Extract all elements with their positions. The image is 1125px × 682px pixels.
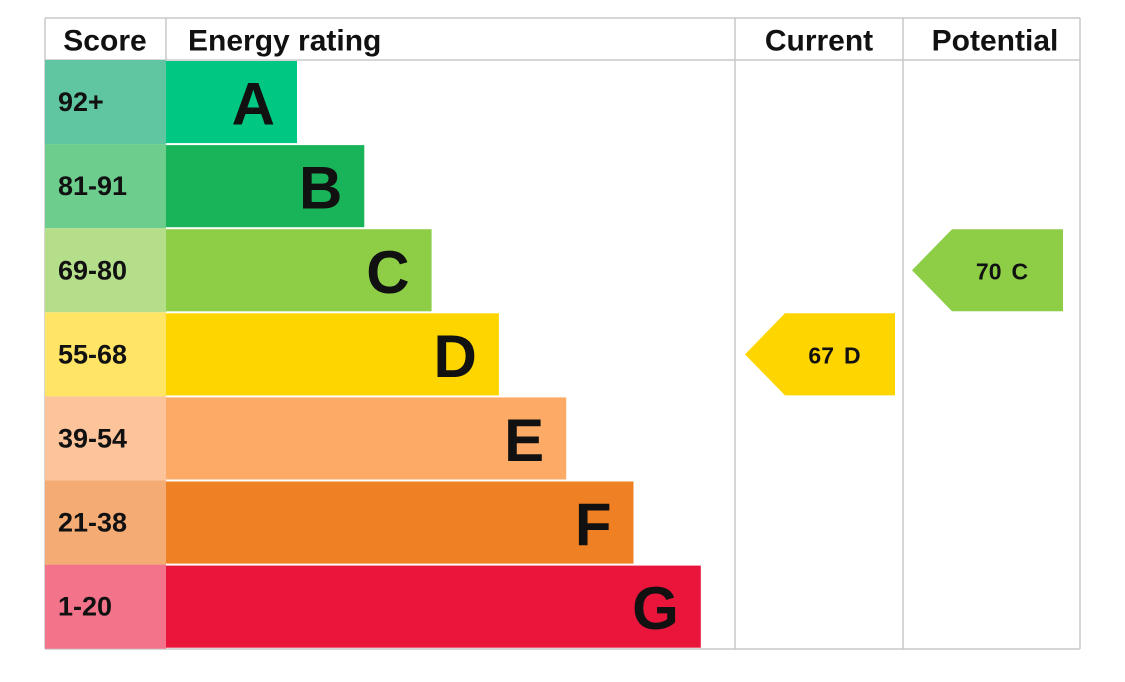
potential-rating: C bbox=[1012, 258, 1029, 284]
score-range: 92+ bbox=[58, 87, 104, 117]
rating-letter: E bbox=[504, 407, 544, 474]
rating-letter: C bbox=[366, 239, 409, 306]
rating-bar bbox=[166, 145, 365, 228]
score-cell bbox=[45, 564, 166, 649]
score-range: 55-68 bbox=[58, 339, 127, 369]
score-range: 81-91 bbox=[58, 171, 127, 201]
rating-bar bbox=[166, 565, 701, 648]
rating-letter: F bbox=[575, 491, 612, 558]
score-range: 21-38 bbox=[58, 508, 127, 538]
rating-bar bbox=[166, 313, 499, 396]
score-cell bbox=[45, 396, 166, 481]
potential-score: 70 bbox=[976, 258, 1002, 284]
rating-bar bbox=[166, 229, 432, 312]
rating-bar bbox=[166, 397, 567, 480]
header-potential: Potential bbox=[932, 25, 1059, 58]
current-score: 67 bbox=[808, 342, 834, 368]
header-current: Current bbox=[765, 25, 873, 58]
score-cell bbox=[45, 60, 166, 145]
header-rating: Energy rating bbox=[188, 25, 381, 58]
potential-arrow bbox=[912, 229, 1063, 312]
current-arrow bbox=[745, 313, 895, 396]
rating-letter: D bbox=[434, 323, 477, 390]
rating-letter: G bbox=[632, 575, 679, 642]
score-range: 69-80 bbox=[58, 255, 127, 285]
score-cell bbox=[45, 312, 166, 397]
rating-letter: B bbox=[299, 155, 342, 222]
header-score: Score bbox=[63, 25, 146, 58]
score-cell bbox=[45, 144, 166, 229]
rating-bar bbox=[166, 481, 634, 564]
score-cell bbox=[45, 480, 166, 565]
rating-letter: A bbox=[232, 71, 275, 138]
rating-bar bbox=[166, 61, 297, 144]
score-cell bbox=[45, 228, 166, 313]
score-range: 1-20 bbox=[58, 592, 112, 622]
score-range: 39-54 bbox=[58, 423, 127, 453]
current-rating: D bbox=[844, 342, 861, 368]
